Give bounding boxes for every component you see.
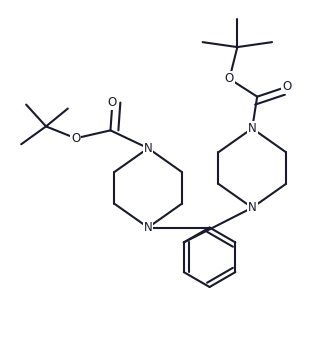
Text: O: O [282, 80, 291, 93]
Text: O: O [225, 72, 234, 85]
Text: N: N [248, 201, 257, 214]
Text: O: O [71, 132, 80, 145]
Text: O: O [108, 96, 117, 109]
Text: N: N [248, 122, 257, 135]
Text: N: N [144, 142, 153, 155]
Text: N: N [144, 221, 153, 234]
